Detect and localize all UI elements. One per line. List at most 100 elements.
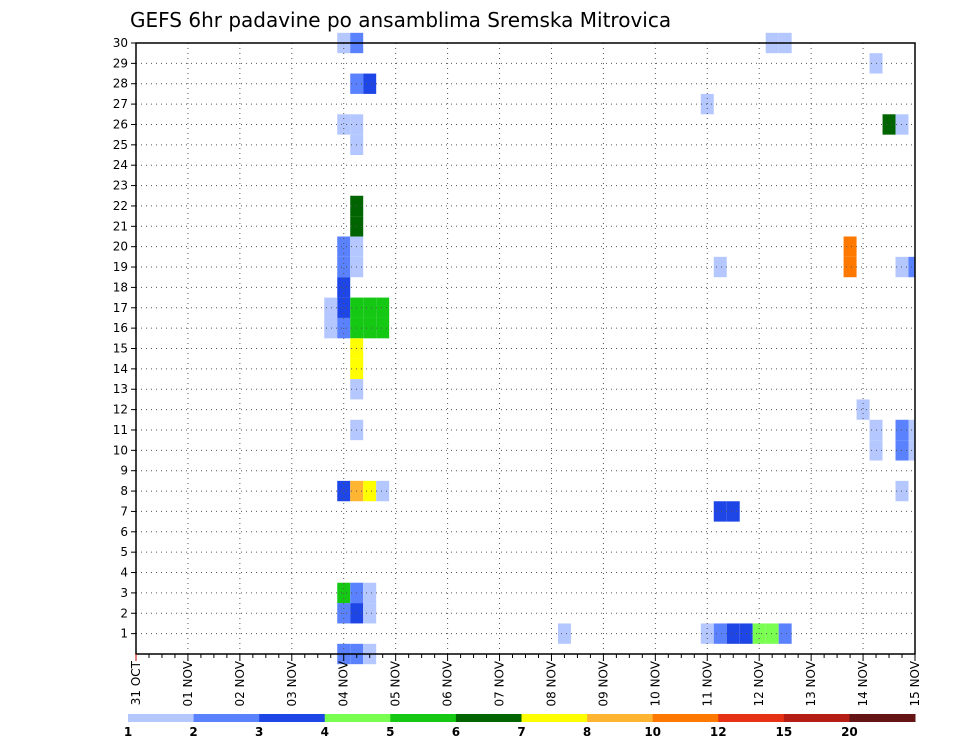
x-tick-label: 31 OCT: [129, 660, 143, 705]
x-tick-label: 05 NOV: [389, 660, 403, 706]
y-tick-label: 30: [113, 36, 128, 50]
colorbar-swatch: [455, 714, 522, 722]
colorbar-label: 3: [255, 725, 263, 739]
colorbar-label: 7: [517, 725, 525, 739]
colorbar-label: 4: [321, 725, 329, 739]
y-tick-label: 27: [113, 97, 128, 111]
heatmap-cell: [895, 114, 909, 135]
y-tick-label: 9: [120, 464, 128, 478]
colorbar-label: 6: [452, 725, 460, 739]
heatmap-cell: [337, 277, 351, 298]
heatmap-cell: [363, 73, 377, 94]
colorbar-label: 8: [583, 725, 591, 739]
heatmap-cell: [557, 623, 571, 644]
heatmap-cell: [713, 256, 727, 278]
x-axis: 31 OCT 01 NOV 02 NOV 03 NOV 04 NOV 05 NOV 06 N…: [129, 654, 922, 707]
colorbar-swatch: [718, 714, 785, 722]
y-tick-label: 15: [113, 342, 128, 356]
heatmap-cell: [337, 236, 351, 257]
colorbar-label: 2: [189, 725, 197, 739]
y-tick-label: 12: [113, 403, 128, 417]
x-tick-label: 01 NOV: [181, 660, 195, 706]
y-tick-label: 1: [120, 627, 128, 641]
y-tick-label: 24: [113, 158, 128, 172]
colorbar-label: 20: [841, 725, 858, 739]
x-tick-label: 13 NOV: [804, 660, 818, 706]
heatmap-cell: [895, 480, 909, 502]
y-tick-label: 13: [113, 382, 128, 396]
colorbar-swatch: [193, 714, 260, 722]
heatmap-cell: [713, 501, 727, 522]
x-tick-label: 10 NOV: [648, 660, 662, 706]
colorbar-label: 15: [775, 725, 792, 739]
colorbar-swatch: [652, 714, 719, 722]
y-tick-label: 18: [113, 280, 128, 294]
x-tick-label: 11 NOV: [700, 660, 714, 706]
y-tick-label: 6: [120, 525, 128, 539]
colorbar-swatch: [259, 714, 326, 722]
plot-frame: [135, 42, 916, 655]
y-tick-label: 3: [120, 586, 128, 600]
colorbar-swatch: [521, 714, 588, 722]
y-tick-label: 14: [113, 362, 128, 376]
heatmap-cell: [376, 317, 390, 339]
heatmap-cell: [324, 317, 338, 339]
heatmap-cell: [324, 297, 338, 318]
y-tick-label: 11: [113, 423, 128, 437]
y-tick-label: 22: [113, 199, 128, 213]
y-tick-label: 7: [120, 504, 128, 518]
y-tick-label: 25: [113, 138, 128, 152]
x-tick-label: 09 NOV: [596, 660, 610, 706]
x-tick-label: 06 NOV: [441, 660, 455, 706]
heatmap-cell: [337, 480, 351, 502]
grid-layer: [136, 42, 915, 654]
x-tick-label: 08 NOV: [544, 660, 558, 706]
y-tick-label: 16: [113, 321, 128, 335]
x-tick-label: 07 NOV: [493, 660, 507, 706]
cells-layer: [324, 32, 915, 665]
y-axis: 1234567891011121314151617181920212223242…: [113, 36, 136, 641]
heatmap-cell: [882, 114, 896, 135]
x-tick-label: 03 NOV: [285, 660, 299, 706]
heatmap-cell: [363, 297, 377, 318]
colorbar-swatch: [587, 714, 654, 722]
y-tick-label: 5: [120, 545, 128, 559]
y-tick-label: 26: [113, 117, 128, 131]
y-tick-label: 21: [113, 219, 128, 233]
y-tick-label: 2: [120, 606, 128, 620]
y-tick-label: 8: [120, 484, 128, 498]
heatmap-cell: [337, 114, 351, 135]
x-tick-label: 15 NOV: [908, 660, 922, 706]
x-tick-label: 14 NOV: [856, 660, 870, 706]
heatmap-cell: [895, 256, 909, 278]
heatmap-cell: [856, 399, 870, 420]
heatmap-cell: [895, 419, 909, 441]
colorbar-swatch: [324, 714, 391, 722]
heatmap-cell: [726, 501, 740, 522]
heatmap-cell: [895, 440, 909, 461]
heatmap-cell: [843, 236, 857, 257]
chart-title: GEFS 6hr padavine po ansamblima Sremska …: [130, 8, 671, 32]
heatmap-cell: [337, 582, 351, 604]
colorbar-label: 5: [386, 725, 394, 739]
x-tick-label: 04 NOV: [337, 660, 351, 706]
colorbar: 1 2 3 4 5 6 7 8 10 12 15 20: [124, 714, 916, 739]
y-tick-label: 29: [113, 56, 128, 70]
heatmap-cell: [337, 297, 351, 318]
y-tick-label: 28: [113, 77, 128, 91]
heatmap-cell: [765, 623, 779, 644]
colorbar-swatch: [390, 714, 457, 722]
x-tick-label: 02 NOV: [233, 660, 247, 706]
colorbar-label: 12: [710, 725, 727, 739]
heatmap-cell: [363, 480, 377, 502]
colorbar-label: 1: [124, 725, 132, 739]
y-tick-label: 4: [120, 566, 128, 580]
heatmap-cell: [778, 623, 792, 644]
y-tick-label: 20: [113, 240, 128, 254]
colorbar-label: 10: [644, 725, 661, 739]
heatmap-cell: [376, 480, 390, 502]
colorbar-swatch: [849, 714, 916, 722]
y-tick-label: 23: [113, 179, 128, 193]
colorbar-swatch: [783, 714, 850, 722]
